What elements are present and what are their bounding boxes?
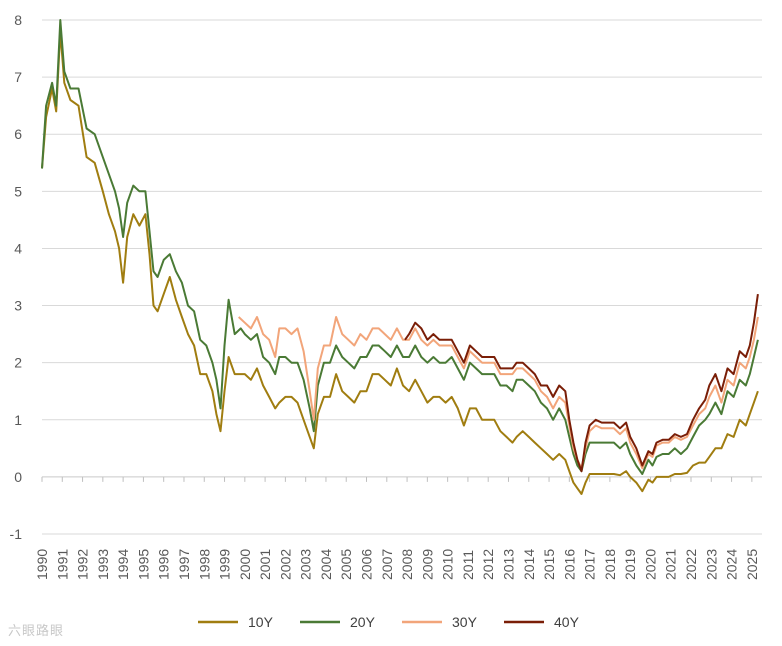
y-tick-label: 3	[14, 298, 22, 314]
x-tick-label: 2025	[744, 549, 760, 580]
legend: 10Y 20Y 30Y 40Y	[198, 614, 580, 630]
x-tick-label: 2022	[683, 549, 699, 580]
x-tick-label: 2014	[521, 549, 537, 580]
series-lines	[41, 19, 759, 495]
y-tick-label: 4	[14, 240, 22, 256]
x-tick-label: 2007	[379, 549, 395, 580]
x-axis-ticks: 1990 1991 1992 1993 1994 1995 1996 1997 1998 1999…	[34, 476, 760, 580]
y-tick-label: 8	[14, 12, 22, 28]
x-tick-label: 1992	[75, 549, 91, 580]
x-tick-label: 1994	[115, 549, 131, 580]
x-tick-label: 2010	[440, 549, 456, 580]
series-line-20y	[41, 19, 759, 475]
x-tick-label: 2024	[724, 549, 740, 580]
x-tick-label: 2008	[399, 549, 415, 580]
x-tick-label: 2015	[541, 549, 557, 580]
gridlines	[42, 19, 762, 535]
x-tick-label: 2017	[582, 549, 598, 580]
x-tick-label: 2023	[703, 549, 719, 580]
x-tick-label: 1996	[156, 549, 172, 580]
y-tick-label: 1	[14, 412, 22, 428]
x-tick-label: 2000	[237, 549, 253, 580]
y-tick-label: -1	[10, 526, 23, 542]
watermark: 六眼路眼	[8, 624, 65, 639]
y-tick-label: 0	[14, 469, 22, 485]
y-tick-label: 6	[14, 126, 22, 142]
y-axis-ticks: 8 7 6 5 4 3 2 1 0 -1	[10, 12, 23, 542]
x-tick-label: 1993	[95, 549, 111, 580]
y-tick-label: 5	[14, 183, 22, 199]
x-tick-label: 1997	[176, 549, 192, 580]
x-tick-label: 2009	[419, 549, 435, 580]
x-tick-label: 2021	[663, 549, 679, 580]
x-tick-label: 2012	[480, 549, 496, 580]
legend-label-10y: 10Y	[248, 614, 274, 630]
x-tick-label: 2019	[622, 549, 638, 580]
legend-label-20y: 20Y	[350, 614, 376, 630]
x-tick-label: 1990	[34, 549, 50, 580]
x-tick-label: 1999	[217, 549, 233, 580]
series-line-10y	[41, 30, 759, 495]
y-tick-label: 7	[14, 69, 22, 85]
x-tick-label: 1998	[196, 549, 212, 580]
x-tick-label: 2006	[359, 549, 375, 580]
series-line-30y	[238, 316, 759, 470]
x-tick-label: 2003	[298, 549, 314, 580]
series-line-40y	[404, 293, 759, 473]
legend-label-40y: 40Y	[554, 614, 580, 630]
x-tick-label: 2020	[642, 549, 658, 580]
x-tick-label: 2004	[318, 549, 334, 580]
legend-label-30y: 30Y	[452, 614, 478, 630]
x-tick-label: 1991	[54, 549, 70, 580]
x-tick-label: 1995	[135, 549, 151, 580]
x-tick-label: 2002	[277, 549, 293, 580]
x-tick-label: 2013	[500, 549, 516, 580]
x-tick-label: 2001	[257, 549, 273, 580]
x-tick-label: 2005	[338, 549, 354, 580]
x-tick-label: 2018	[602, 549, 618, 580]
x-tick-label: 2011	[460, 550, 476, 580]
y-tick-label: 2	[14, 355, 22, 371]
x-tick-label: 2016	[561, 549, 577, 580]
